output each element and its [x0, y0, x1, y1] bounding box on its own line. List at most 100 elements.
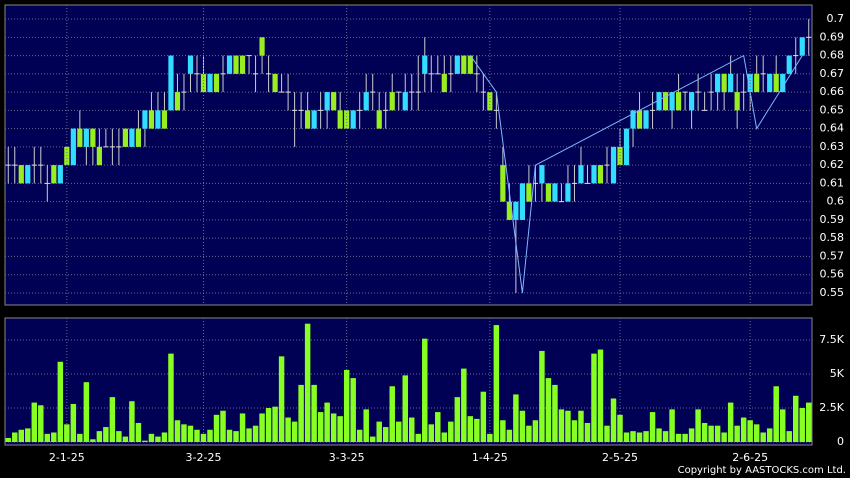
candle-body	[578, 165, 584, 184]
candle-body	[780, 73, 786, 93]
volume-bar	[168, 353, 174, 443]
y-tick-label: 2.5K	[819, 401, 844, 414]
candle-body	[122, 128, 129, 147]
candle-body	[656, 92, 662, 111]
volume-bar	[806, 402, 812, 443]
candle-body	[64, 146, 70, 166]
candle-body	[18, 165, 24, 184]
volume-bar	[695, 409, 701, 443]
volume-bar	[799, 408, 805, 443]
volume-bar	[747, 420, 753, 443]
volume-bar	[565, 410, 571, 443]
volume-bar	[298, 384, 304, 443]
candle-body	[324, 92, 330, 111]
candle-body	[630, 110, 636, 129]
volume-bar	[369, 436, 376, 443]
volume-bar	[161, 432, 168, 443]
candle-body	[422, 55, 428, 74]
volume-bar	[493, 325, 500, 443]
volume-bar	[779, 409, 786, 443]
y-tick-label: 7.5K	[819, 333, 844, 346]
volume-bar	[643, 431, 649, 443]
volume-bar	[44, 433, 51, 443]
volume-bar	[376, 421, 382, 443]
candle-body	[597, 165, 604, 184]
candle-body	[90, 128, 96, 147]
y-tick-label: 0.68	[820, 49, 845, 62]
volume-bar	[760, 432, 766, 443]
candle-body	[539, 165, 545, 184]
volume-bar	[356, 429, 363, 443]
volume-bar	[103, 427, 109, 443]
volume-bar	[526, 425, 532, 443]
candle-body	[610, 146, 617, 184]
candle-body	[662, 92, 669, 111]
candle-body	[337, 110, 343, 129]
volume-bar	[278, 356, 285, 443]
volume-bar	[500, 420, 506, 443]
candle-body	[376, 110, 382, 129]
volume-bar	[116, 431, 122, 443]
candle-body	[83, 128, 89, 147]
volume-panel	[4, 317, 813, 446]
volume-bar	[18, 429, 25, 443]
candle-body	[213, 73, 220, 93]
candle-body	[57, 165, 63, 184]
y-tick-label: 0.65	[820, 103, 845, 116]
volume-bar	[734, 425, 740, 443]
volume-bar	[630, 431, 636, 443]
volume-bar	[142, 440, 148, 443]
candle-body	[545, 183, 552, 202]
candle-body	[129, 128, 135, 147]
candle-body	[174, 92, 181, 111]
volume-bar	[77, 433, 83, 443]
volume-bar	[5, 437, 11, 443]
volume-bar	[623, 432, 630, 443]
candle-body	[747, 73, 753, 93]
candle-body	[688, 92, 695, 111]
x-tick-label: 3-3-25	[329, 451, 365, 464]
volume-bar	[402, 375, 408, 443]
volume-bar	[31, 402, 38, 443]
volume-bar	[122, 436, 129, 443]
volume-bar	[324, 402, 330, 443]
volume-bar	[604, 425, 610, 443]
volume-bar	[220, 410, 226, 443]
volume-bar	[539, 350, 545, 443]
candle-body	[734, 92, 740, 111]
candle-body	[767, 73, 773, 93]
volume-bar	[259, 413, 265, 443]
volume-bar	[617, 414, 623, 443]
y-tick-label: 0.61	[820, 176, 845, 189]
volume-bar	[656, 428, 662, 443]
volume-bar	[513, 394, 519, 443]
volume-bar	[343, 369, 350, 443]
volume-bar	[389, 386, 395, 443]
candle-body	[728, 73, 734, 93]
volume-bar	[213, 414, 220, 443]
volume-bar	[597, 349, 604, 443]
volume-bar	[773, 386, 779, 443]
volume-bar	[135, 422, 142, 443]
volume-bar	[571, 420, 578, 443]
candle-body	[70, 128, 76, 166]
candle-body	[155, 110, 161, 129]
volume-bar	[25, 428, 31, 443]
candle-body	[305, 110, 311, 129]
candle-body	[506, 201, 512, 220]
volume-bar	[64, 424, 70, 443]
candle-body	[565, 183, 571, 202]
volume-bar	[187, 425, 194, 443]
volume-bar	[610, 398, 617, 443]
volume-bar	[649, 412, 656, 443]
volume-bar	[363, 409, 369, 443]
candle-body	[786, 55, 792, 74]
candle-body	[623, 128, 630, 166]
volume-bar	[766, 428, 773, 443]
volume-bar	[448, 421, 454, 443]
x-tick-label: 2-5-25	[602, 451, 638, 464]
volume-bar	[51, 432, 57, 443]
volume-bar	[109, 397, 116, 443]
candle-body	[200, 73, 207, 93]
price-panel	[4, 4, 813, 306]
